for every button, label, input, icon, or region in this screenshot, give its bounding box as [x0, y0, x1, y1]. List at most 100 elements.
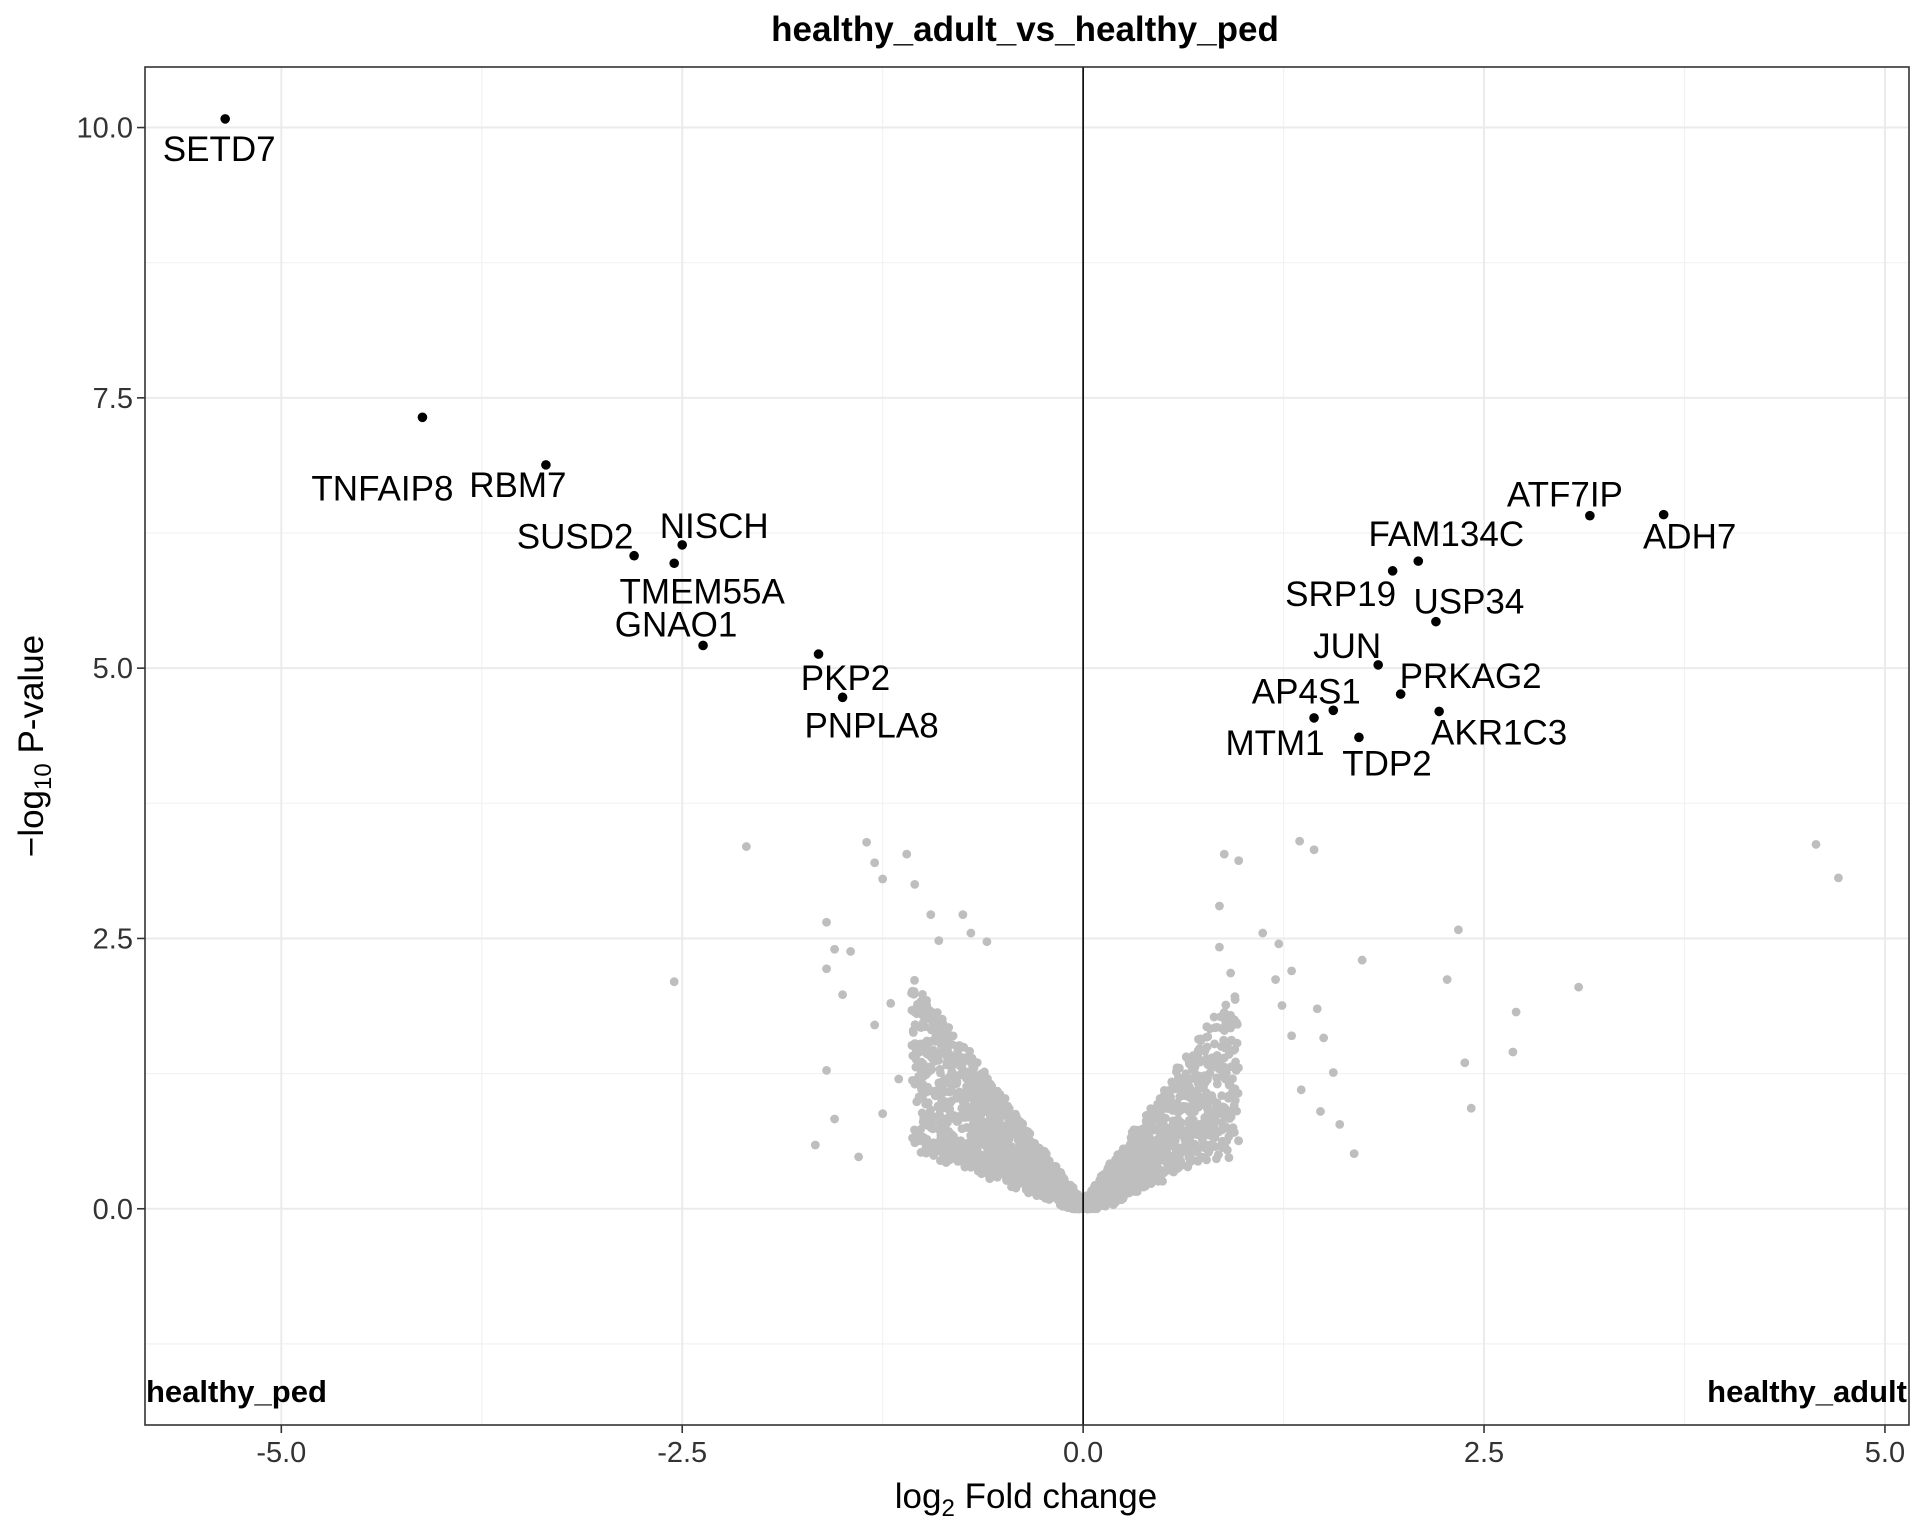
- background-point: [1207, 1114, 1217, 1124]
- background-point: [937, 1087, 947, 1097]
- outlier-point: [1271, 975, 1280, 984]
- background-point: [1156, 1171, 1165, 1181]
- outlier-point: [1357, 955, 1367, 965]
- background-point: [1181, 1069, 1191, 1079]
- gene-label: NISCH: [660, 507, 769, 546]
- background-point: [1232, 1038, 1242, 1048]
- background-point: [934, 1124, 944, 1134]
- background-point: [935, 1064, 945, 1074]
- significant-point: [1431, 616, 1441, 627]
- background-point: [1169, 1080, 1179, 1090]
- outlier-point: [902, 849, 912, 859]
- background-point: [944, 1030, 954, 1040]
- background-point: [911, 1055, 921, 1065]
- gene-label: SETD7: [163, 130, 276, 169]
- background-point: [1037, 1191, 1047, 1201]
- gene-label: GNAO1: [615, 605, 738, 644]
- background-point: [1175, 1150, 1185, 1160]
- background-point: [989, 1104, 999, 1113]
- outlier-point: [1277, 1001, 1287, 1010]
- background-point: [1025, 1150, 1035, 1160]
- background-point: [1220, 1043, 1230, 1053]
- outlier-point: [1349, 1149, 1359, 1159]
- background-point: [1162, 1123, 1172, 1133]
- gene-label: FAM134C: [1368, 515, 1524, 554]
- background-point: [999, 1102, 1008, 1112]
- significant-point: [837, 692, 848, 703]
- background-point: [921, 1064, 931, 1073]
- outlier-point: [822, 917, 831, 927]
- background-point: [1183, 1086, 1193, 1096]
- background-point: [1128, 1176, 1138, 1186]
- background-point: [957, 1124, 967, 1134]
- background-point: [976, 1087, 985, 1097]
- background-point: [959, 1096, 969, 1106]
- background-point: [1127, 1184, 1137, 1194]
- outlier-point: [878, 874, 888, 884]
- y-axis-title: −log10 P-value: [12, 635, 57, 857]
- background-point: [992, 1086, 1002, 1096]
- background-point: [945, 1098, 955, 1108]
- outlier-point: [1442, 975, 1452, 984]
- background-point: [941, 1158, 951, 1167]
- background-point: [945, 1141, 954, 1151]
- background-point: [944, 1105, 954, 1114]
- outlier-point: [669, 977, 679, 987]
- outlier-point: [741, 842, 751, 851]
- background-point: [917, 1108, 927, 1118]
- background-point: [944, 1041, 954, 1050]
- background-point: [1217, 1091, 1227, 1101]
- significant-point: [677, 540, 688, 550]
- background-point: [1053, 1179, 1063, 1189]
- background-point: [1181, 1139, 1191, 1149]
- x-axis-title-suffix: Fold change: [955, 1477, 1157, 1516]
- significant-point: [669, 558, 679, 569]
- background-point: [1118, 1158, 1128, 1168]
- background-point: [1217, 1138, 1227, 1148]
- outlier-point: [830, 1114, 839, 1124]
- background-point: [953, 1042, 962, 1052]
- significant-point: [1373, 660, 1383, 670]
- background-point: [1020, 1136, 1029, 1146]
- background-point: [914, 1071, 924, 1081]
- gene-label: MTM1: [1225, 724, 1324, 763]
- significant-point: [220, 114, 230, 124]
- background-point: [1196, 1126, 1205, 1136]
- background-point: [1178, 1078, 1187, 1088]
- background-point: [1229, 1045, 1239, 1055]
- outlier-point: [1316, 1107, 1325, 1116]
- background-point: [915, 1136, 925, 1146]
- significant-point: [1585, 510, 1595, 521]
- background-point: [949, 1148, 959, 1158]
- background-point: [940, 1074, 950, 1084]
- left-corner-label: healthy_ped: [146, 1374, 327, 1409]
- background-point: [994, 1093, 1004, 1103]
- background-point: [987, 1123, 997, 1133]
- background-point: [1162, 1158, 1172, 1168]
- background-point: [929, 1151, 939, 1160]
- background-point: [910, 1125, 919, 1135]
- significant-point: [1395, 689, 1406, 699]
- background-point: [1011, 1122, 1020, 1132]
- background-point: [948, 1057, 958, 1067]
- background-point: [1092, 1202, 1102, 1211]
- background-point: [1219, 1053, 1229, 1063]
- background-point: [1024, 1188, 1033, 1198]
- background-point: [1144, 1150, 1153, 1160]
- gene-label: PRKAG2: [1400, 657, 1542, 696]
- significant-point: [698, 640, 708, 651]
- background-point: [1171, 1123, 1181, 1133]
- background-point: [966, 1162, 976, 1172]
- significant-point: [1354, 732, 1364, 743]
- background-points: [907, 975, 1243, 1214]
- background-point: [1011, 1164, 1021, 1174]
- outlier-point: [822, 964, 831, 974]
- outlier-point: [1258, 928, 1268, 938]
- outlier-point: [810, 1140, 820, 1150]
- outlier-point: [934, 936, 944, 946]
- background-point: [1138, 1134, 1147, 1144]
- outlier-point: [1215, 942, 1224, 952]
- background-point: [1117, 1195, 1126, 1205]
- outlier-point: [886, 998, 896, 1008]
- outlier-point: [1453, 925, 1463, 935]
